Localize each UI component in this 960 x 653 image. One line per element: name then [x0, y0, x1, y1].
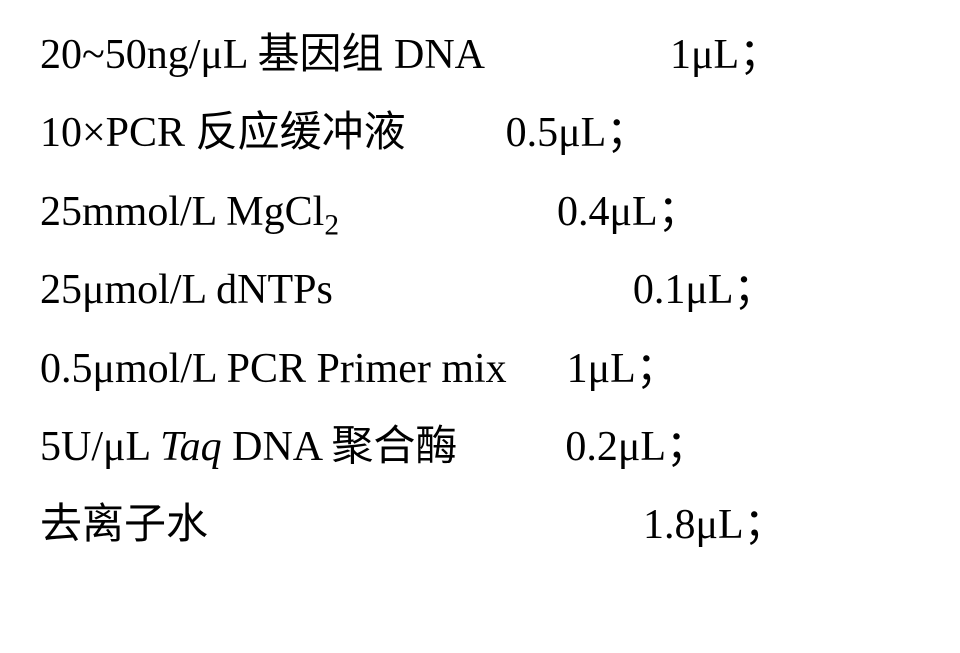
- reagent-label: 10×PCR 反应缓冲液: [40, 108, 406, 158]
- reagent-label: 去离子水: [40, 500, 208, 550]
- reagent-row: 10×PCR 反应缓冲液 0.5μL；: [40, 108, 920, 158]
- reagent-value: 0.2μL；: [565, 422, 708, 472]
- reagent-row: 25μmol/L dNTPs 0.1μL；: [40, 265, 920, 315]
- reagent-row: 20~50ng/μL 基因组 DNA 1μL；: [40, 30, 920, 80]
- reagent-value: 0.1μL；: [633, 265, 776, 315]
- reagent-value: 0.5μL；: [506, 108, 649, 158]
- reagent-row: 去离子水 1.8μL；: [40, 500, 920, 550]
- reagent-row: 0.5μmol/L PCR Primer mix 1μL；: [40, 344, 920, 394]
- reagent-value: 1.8μL；: [643, 500, 786, 550]
- reagent-list: 20~50ng/μL 基因组 DNA 1μL； 10×PCR 反应缓冲液 0.5μL；…: [0, 0, 960, 609]
- reagent-row: 5U/μL Taq DNA 聚合酶 0.2μL；: [40, 422, 920, 472]
- reagent-value: 1μL；: [567, 344, 678, 394]
- reagent-value: 0.4μL；: [557, 187, 700, 237]
- reagent-label: 25mmol/L MgCl2: [40, 187, 339, 237]
- reagent-label: 20~50ng/μL 基因组 DNA: [40, 30, 485, 80]
- reagent-label: 0.5μmol/L PCR Primer mix: [40, 344, 507, 394]
- reagent-value: 1μL；: [670, 30, 781, 80]
- reagent-row: 25mmol/L MgCl2 0.4μL；: [40, 187, 920, 237]
- reagent-label: 5U/μL Taq DNA 聚合酶: [40, 422, 457, 472]
- reagent-label: 25μmol/L dNTPs: [40, 265, 333, 315]
